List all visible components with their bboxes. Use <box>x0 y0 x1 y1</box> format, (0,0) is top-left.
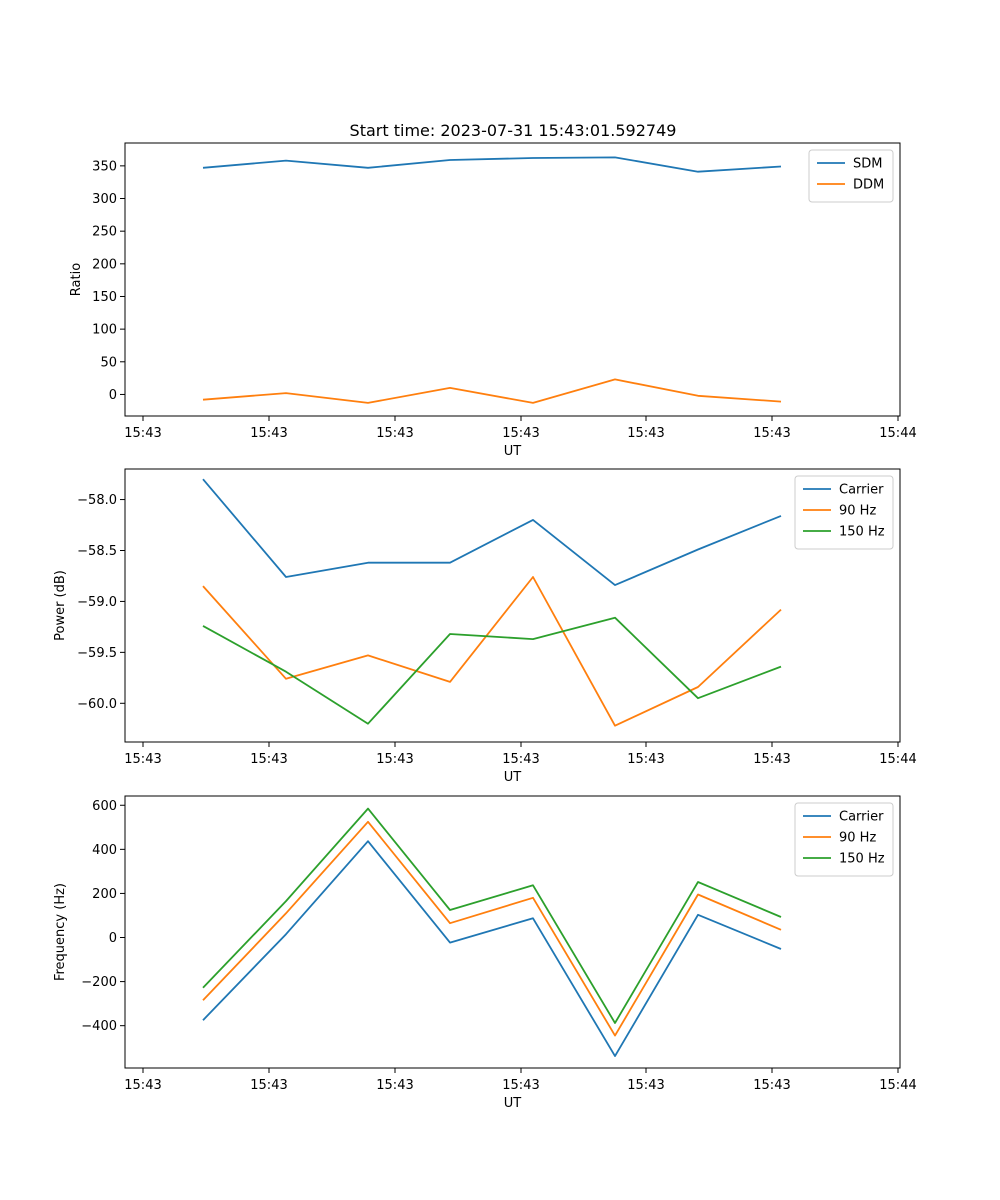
plot-1: 15:43 15:43 15:43 15:43 15:43 15:43 15:44 0 50 10… <box>69 142 917 459</box>
axes-frame <box>124 795 901 1069</box>
x-tick-label: 15:43 <box>502 752 539 767</box>
x-tick-label: 15:44 <box>879 1078 916 1093</box>
x-tick-label: 15:43 <box>250 752 287 767</box>
series-line-sdm <box>202 156 782 173</box>
y-tick-label: −58.0 <box>77 493 117 508</box>
y-tick-label: 200 <box>92 887 117 902</box>
x-tick-label: 15:43 <box>124 426 161 441</box>
x-tick-label: 15:43 <box>124 1078 161 1093</box>
series-line-carrier <box>202 840 782 1057</box>
axes-frame <box>124 142 901 417</box>
x-axis-label: UT <box>504 1096 522 1111</box>
legend-label: 90 Hz <box>839 504 876 519</box>
x-tick-label: 15:43 <box>627 426 664 441</box>
y-tick-label: 50 <box>100 355 117 370</box>
x-tick-label: 15:43 <box>250 1078 287 1093</box>
legend-label: Carrier <box>839 810 884 825</box>
legend-label: DDM <box>853 178 884 193</box>
y-tick-label: 0 <box>109 388 117 403</box>
legend-label: Carrier <box>839 483 884 498</box>
plots: 15:43 15:43 15:43 15:43 15:43 15:43 15:44 0 50 10… <box>53 142 917 1111</box>
series-line-150-hz <box>202 807 782 1024</box>
plot-2: 15:43 15:43 15:43 15:43 15:43 15:43 15:44 −58.0… <box>53 468 917 785</box>
y-tick-label: 150 <box>92 290 117 305</box>
x-tick-label: 15:43 <box>124 752 161 767</box>
series-line-90-hz <box>202 576 782 727</box>
y-tick-label: −400 <box>81 1019 117 1034</box>
axes-frame <box>124 468 901 743</box>
y-axis-label: Power (dB) <box>53 570 68 641</box>
x-tick-label: 15:44 <box>879 752 916 767</box>
x-tick-label: 15:43 <box>376 426 413 441</box>
y-tick-label: −200 <box>81 975 117 990</box>
y-tick-label: −59.0 <box>77 595 117 610</box>
y-tick-label: 100 <box>92 323 117 338</box>
y-axis-label: Ratio <box>69 263 84 296</box>
y-tick-label: 0 <box>109 931 117 946</box>
y-axis-label: Frequency (Hz) <box>53 883 68 981</box>
y-tick-label: −58.5 <box>77 544 117 559</box>
x-tick-label: 15:44 <box>879 426 916 441</box>
x-tick-label: 15:43 <box>753 426 790 441</box>
x-tick-label: 15:43 <box>250 426 287 441</box>
x-tick-label: 15:43 <box>502 1078 539 1093</box>
legend-label: 150 Hz <box>839 525 885 540</box>
x-tick-label: 15:43 <box>376 1078 413 1093</box>
chart-title: Start time: 2023-07-31 15:43:01.592749 <box>350 121 677 140</box>
legend: Carrier 90 Hz 150 Hz <box>794 802 894 877</box>
x-tick-label: 15:43 <box>627 752 664 767</box>
legend: SDM DDM <box>808 149 894 203</box>
legend: Carrier 90 Hz 150 Hz <box>794 475 894 550</box>
y-tick-label: 250 <box>92 225 117 240</box>
x-tick-label: 15:43 <box>376 752 413 767</box>
y-tick-label: 600 <box>92 799 117 814</box>
y-tick-label: −60.0 <box>77 697 117 712</box>
x-tick-label: 15:43 <box>627 1078 664 1093</box>
series-line-150-hz <box>202 616 782 725</box>
series-line-carrier <box>202 478 782 586</box>
series-line-90-hz <box>202 820 782 1037</box>
x-axis-label: UT <box>504 444 522 459</box>
legend-label: SDM <box>853 157 882 172</box>
legend-label: 150 Hz <box>839 852 885 867</box>
y-tick-label: 350 <box>92 159 117 174</box>
x-tick-label: 15:43 <box>502 426 539 441</box>
y-tick-label: 200 <box>92 257 117 272</box>
plot-3: 15:43 15:43 15:43 15:43 15:43 15:43 15:44 −400 −… <box>53 795 917 1111</box>
x-tick-label: 15:43 <box>753 752 790 767</box>
series-line-ddm <box>202 378 782 404</box>
y-tick-label: −59.5 <box>77 646 117 661</box>
legend-label: 90 Hz <box>839 831 876 846</box>
y-tick-label: 400 <box>92 843 117 858</box>
x-tick-label: 15:43 <box>753 1078 790 1093</box>
x-axis-label: UT <box>504 770 522 785</box>
y-tick-label: 300 <box>92 192 117 207</box>
